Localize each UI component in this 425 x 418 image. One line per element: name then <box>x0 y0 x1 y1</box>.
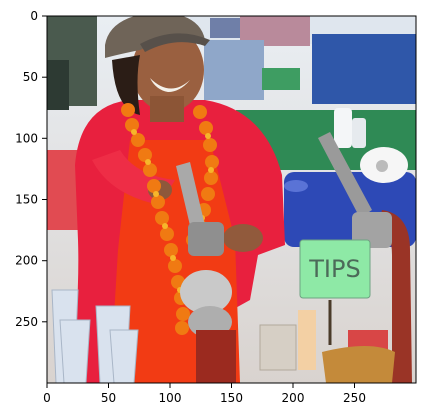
y-tick-label: 100 <box>15 131 38 145</box>
tips-sign: TIPS <box>299 239 371 345</box>
plastic-cups <box>51 289 139 383</box>
x-tick-label: 100 <box>159 391 182 405</box>
x-axis: 0 50 100 150 200 250 <box>43 383 366 405</box>
y-tick-label: 150 <box>15 193 38 207</box>
tips-sign-text: TIPS <box>308 255 360 283</box>
y-tick-label: 200 <box>15 254 38 268</box>
x-tick-label: 50 <box>101 391 116 405</box>
y-axis: 0 50 100 150 200 250 <box>15 9 47 329</box>
x-tick-label: 0 <box>43 391 51 405</box>
x-tick-label: 150 <box>220 391 243 405</box>
blue-panel <box>312 34 416 104</box>
y-tick-label: 50 <box>23 70 38 84</box>
y-tick-label: 250 <box>15 315 38 329</box>
juicer-left <box>176 162 236 383</box>
y-tick-label: 0 <box>30 9 38 23</box>
x-tick-label: 200 <box>282 391 305 405</box>
photo: TIPS <box>47 16 416 383</box>
cap <box>105 16 205 58</box>
x-tick-label: 250 <box>343 391 366 405</box>
juicer-right <box>318 132 412 383</box>
